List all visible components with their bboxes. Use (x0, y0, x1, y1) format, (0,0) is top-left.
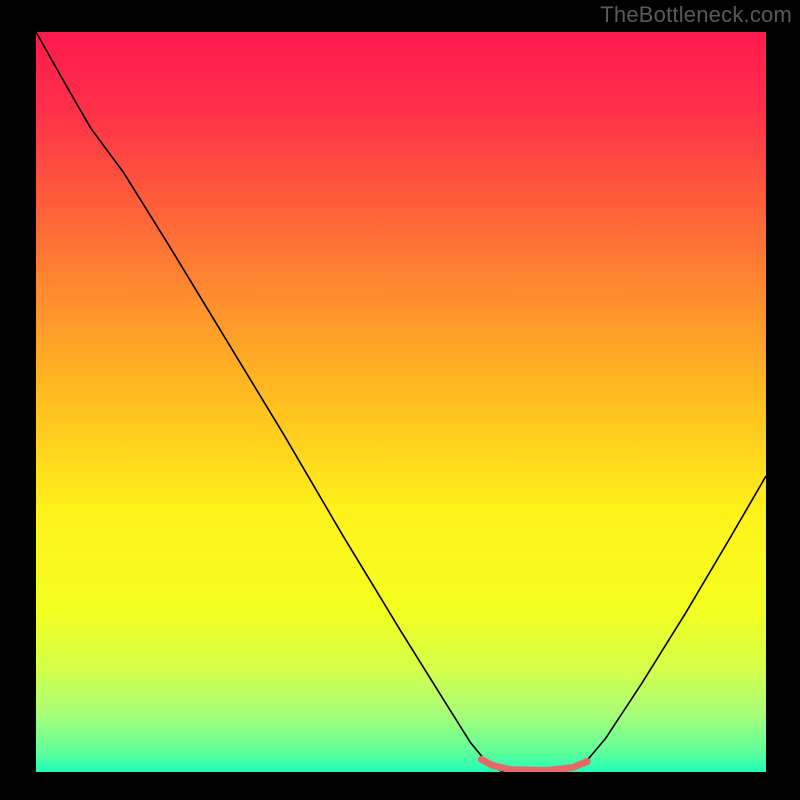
chart-svg (36, 32, 766, 772)
bottleneck-curve (36, 32, 766, 772)
plot-area (36, 32, 766, 772)
chart-container: TheBottleneck.com (0, 0, 800, 800)
watermark-text: TheBottleneck.com (600, 2, 792, 28)
optimal-range-highlight (481, 759, 587, 770)
